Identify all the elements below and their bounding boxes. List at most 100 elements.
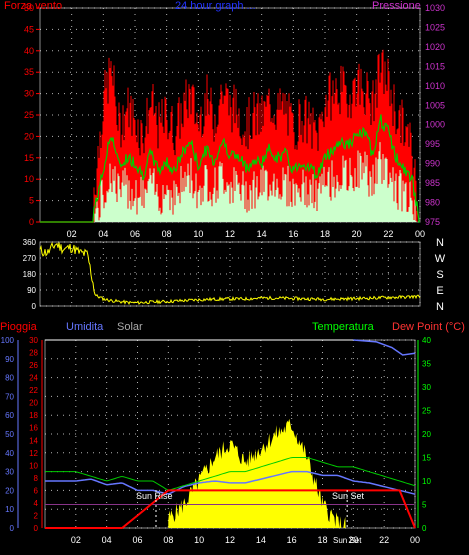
rain-tick-label: 4 [34, 499, 39, 508]
rain-tick-label: 18 [29, 411, 38, 420]
compass-label: E [436, 285, 443, 297]
direction-tick-label: 180 [23, 270, 37, 279]
time-tick-label: 18 [317, 535, 327, 545]
temperature-line [45, 457, 416, 491]
temperature-tick-label: 15 [422, 454, 431, 463]
temperature-tick-label: 25 [422, 407, 431, 416]
temperature-tick-label: 5 [422, 501, 427, 510]
time-tick-label: 16 [288, 229, 298, 239]
compass-label: S [436, 269, 443, 281]
pressure-tick-label: 995 [425, 139, 440, 149]
direction-tick-label: 360 [23, 238, 37, 247]
panel2-series [39, 241, 421, 306]
pressure-tick-label: 1005 [425, 100, 445, 110]
temperature-tick-label: 20 [422, 430, 431, 439]
time-tick-label: 18 [320, 229, 330, 239]
wind-tick-label: 20 [24, 131, 34, 141]
time-tick-label: 08 [163, 535, 173, 545]
humidity-tick-label: 40 [5, 449, 14, 458]
panel3-series [45, 339, 416, 529]
rain-tick-label: 0 [34, 524, 39, 533]
sunrise-label: Sun Rise [136, 491, 173, 501]
humidity-tick-label: 90 [5, 355, 14, 364]
rain-tick-label: 14 [29, 436, 38, 445]
pressure-tick-label: 1010 [425, 81, 445, 91]
pressure-tick-label: 1030 [425, 3, 445, 13]
temperature-tick-label: 40 [422, 336, 431, 345]
rain-tick-label: 8 [34, 474, 39, 483]
compass-label: W [435, 253, 446, 265]
panel1-right-axis: 975 980 985 990 995 1000 1005 1010 1015 1020 1025 1… [425, 3, 445, 227]
rain-tick-label: 28 [29, 349, 38, 358]
time-tick-label: 04 [102, 535, 112, 545]
temperature-axis: 0 5 10 15 20 25 30 35 40 [417, 336, 431, 533]
time-tick-label: 04 [98, 229, 108, 239]
humidity-axis: 0 10 20 30 40 50 60 70 80 90 100 [1, 336, 19, 533]
wind-tick-label: 10 [24, 174, 34, 184]
temperature-tick-label: 0 [422, 524, 427, 533]
rain-tick-label: 24 [29, 374, 38, 383]
wind-axis-label: Forza vento [4, 0, 62, 12]
humidity-tick-label: 50 [5, 430, 14, 439]
time-tick-label: 06 [130, 229, 140, 239]
rain-tick-label: 22 [29, 386, 38, 395]
temperature-label: Temperatura [312, 321, 375, 333]
temperature-tick-label: 30 [422, 383, 431, 392]
rain-tick-label: 26 [29, 361, 38, 370]
humidity-tick-label: 10 [5, 505, 14, 514]
pressure-tick-label: 1000 [425, 120, 445, 130]
rain-tick-label: 16 [29, 424, 38, 433]
pressure-tick-label: 980 [425, 198, 440, 208]
rain-tick-label: 30 [29, 336, 38, 345]
solar-area [168, 418, 346, 528]
wind-direction-line [39, 241, 421, 306]
wind-average-line [40, 114, 420, 223]
time-tick-label: 02 [67, 229, 77, 239]
sunset-bottom-label: Sun Set [333, 536, 362, 545]
panel2-grid [40, 241, 421, 307]
pressure-tick-label: 1020 [425, 42, 445, 52]
wind-tick-label: 45 [24, 24, 34, 34]
pressure-axis-label: Pressione [372, 0, 421, 12]
wind-tick-label: 25 [24, 110, 34, 120]
panel1-time-axis: 02 04 06 08 10 12 14 16 18 20 22 00 [67, 229, 425, 239]
pressure-tick-label: 990 [425, 159, 440, 169]
wind-tick-label: 15 [24, 153, 34, 163]
time-tick-label: 08 [162, 229, 172, 239]
humidity-tick-label: 30 [5, 468, 14, 477]
compass-label: N [436, 301, 444, 313]
wind-tick-label: 5 [29, 196, 34, 206]
time-tick-label: 00 [410, 535, 420, 545]
time-tick-label: 00 [415, 229, 425, 239]
panel1-series [40, 49, 420, 223]
panel3-time-axis: 02 04 06 08 10 12 14 16 18 20 22 00 [71, 535, 420, 545]
solar-label: Solar [117, 321, 143, 333]
time-tick-label: 06 [132, 535, 142, 545]
time-tick-label: 12 [225, 229, 235, 239]
humidity-label: Umidita [66, 321, 104, 333]
temperature-tick-label: 35 [422, 360, 431, 369]
time-tick-label: 22 [383, 229, 393, 239]
time-tick-label: 10 [193, 229, 203, 239]
rain-tick-label: 6 [34, 486, 39, 495]
rain-line [45, 489, 416, 529]
humidity-high-line [353, 339, 416, 356]
humidity-tick-label: 100 [1, 336, 15, 345]
time-tick-label: 10 [194, 535, 204, 545]
pressure-tick-label: 985 [425, 178, 440, 188]
panel1-left-axis: 0 5 10 15 20 25 30 35 40 45 50 [24, 3, 40, 227]
time-tick-label: 20 [352, 229, 362, 239]
chart-title: 24 hour graph ... [175, 0, 256, 12]
wind-tick-label: 0 [29, 217, 34, 227]
pressure-tick-label: 975 [425, 217, 440, 227]
wind-tick-label: 35 [24, 67, 34, 77]
humidity-tick-label: 0 [10, 524, 15, 533]
direction-tick-label: 270 [23, 254, 37, 263]
time-tick-label: 02 [71, 535, 81, 545]
rain-label: Pioggia [0, 321, 38, 333]
direction-tick-label: 90 [27, 286, 36, 295]
